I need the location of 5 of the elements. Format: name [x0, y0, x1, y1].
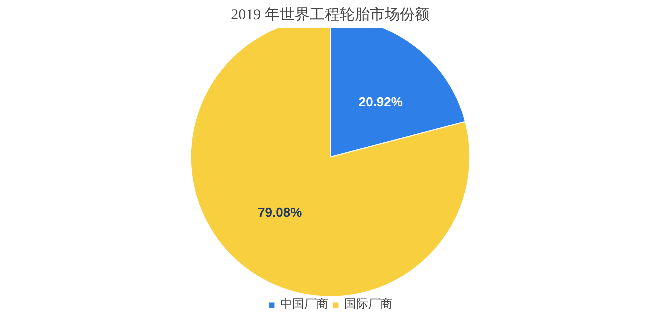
chart-title: 2019 年世界工程轮胎市场份额	[231, 6, 430, 24]
data-label: 20.92%	[358, 94, 404, 110]
legend-label: 国际厂商	[344, 296, 392, 313]
data-label: 79.08%	[258, 204, 303, 220]
legend-label: 中国厂商	[280, 296, 328, 313]
